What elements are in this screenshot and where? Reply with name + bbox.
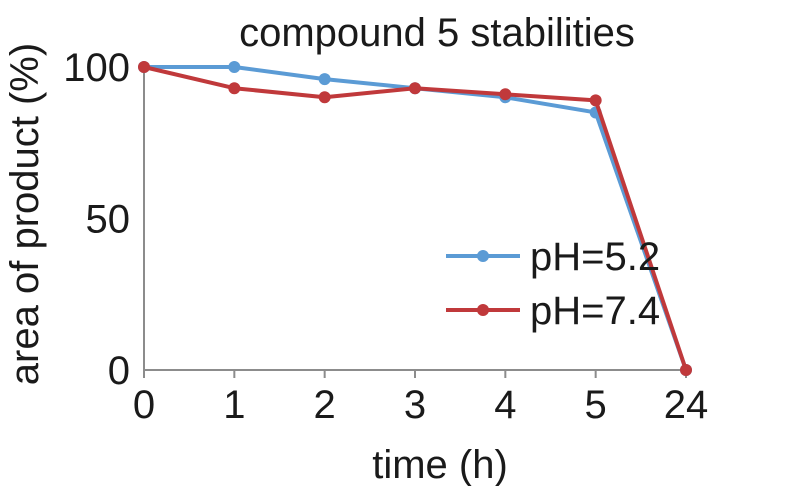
x-tick-label: 1 bbox=[223, 383, 245, 427]
data-point bbox=[228, 82, 241, 95]
data-point bbox=[589, 94, 602, 107]
legend-label: pH=5.2 bbox=[530, 235, 660, 279]
y-ticks: 0 50 100 bbox=[63, 46, 130, 393]
x-axis-title: time (h) bbox=[372, 443, 508, 486]
data-point bbox=[318, 91, 331, 104]
chart-title: compound 5 stabilities bbox=[239, 11, 635, 55]
data-point bbox=[318, 73, 331, 86]
x-tick-label: 4 bbox=[494, 383, 516, 427]
y-tick-label: 100 bbox=[63, 46, 130, 90]
legend: pH=5.2 pH=7.4 bbox=[446, 235, 660, 333]
data-point bbox=[138, 61, 150, 73]
y-tick-label: 0 bbox=[108, 349, 130, 393]
y-axis-title: area of product (%) bbox=[3, 43, 47, 385]
x-tick-label: 24 bbox=[664, 383, 709, 427]
x-tick-label: 3 bbox=[404, 383, 426, 427]
legend-swatch-marker bbox=[477, 304, 489, 316]
x-ticks: 0 1 2 3 4 5 24 bbox=[133, 370, 708, 427]
x-tick-label: 0 bbox=[133, 383, 155, 427]
legend-label: pH=7.4 bbox=[530, 289, 660, 333]
y-tick-label: 50 bbox=[86, 198, 131, 242]
data-point bbox=[228, 61, 241, 73]
series-layer bbox=[138, 61, 692, 376]
data-point bbox=[680, 364, 692, 376]
data-point bbox=[409, 82, 421, 95]
x-tick-label: 5 bbox=[585, 383, 607, 427]
legend-swatch-marker bbox=[477, 250, 489, 262]
x-tick-label: 2 bbox=[314, 383, 336, 427]
data-point bbox=[499, 88, 512, 101]
